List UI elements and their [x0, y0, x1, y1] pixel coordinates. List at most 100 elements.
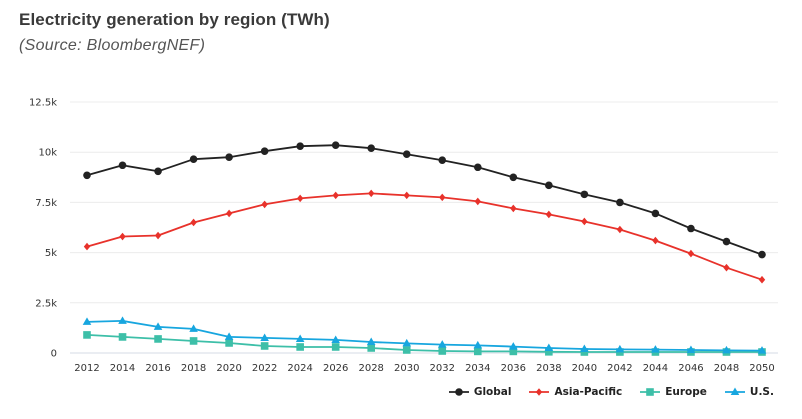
data-point-europe [331, 343, 340, 351]
data-point-europe [189, 337, 198, 345]
data-point-global [402, 150, 411, 159]
legend-label: U.S. [749, 386, 774, 398]
x-axis-ticks: 2012 2014 2016 2018 2020 2022 2024 2026 2028 2030… [74, 363, 774, 374]
data-point-asia-pacific [758, 275, 766, 284]
data-point-asia-pacific [474, 197, 481, 206]
data-point-europe [438, 347, 447, 355]
legend-marker [730, 387, 740, 395]
legend-circle-icon [448, 388, 469, 396]
data-point-asia-pacific [616, 225, 624, 234]
data-point-europe [118, 333, 127, 341]
y-tick-label: 12.5k [29, 98, 57, 109]
data-point-u-s [722, 345, 731, 354]
data-point-europe [509, 347, 518, 356]
data-point-u-s [295, 334, 305, 342]
legend-square-icon [640, 388, 661, 396]
data-point-u-s [118, 316, 127, 324]
y-tick-label: 5k [45, 248, 57, 259]
x-tick-label: 2028 [358, 363, 383, 374]
x-tick-label: 2012 [74, 363, 99, 374]
data-point-global [367, 144, 376, 152]
data-point-europe [154, 335, 162, 343]
series-u-s [82, 316, 767, 354]
data-point-asia-pacific [119, 232, 126, 241]
x-tick-label: 2018 [181, 363, 206, 374]
data-point-europe [580, 348, 589, 356]
data-point-asia-pacific [332, 191, 339, 200]
series-line-asia-pacific [86, 192, 763, 281]
data-point-u-s [686, 345, 696, 353]
data-point-u-s [757, 346, 767, 354]
data-point-global [438, 156, 447, 165]
data-point-europe [402, 346, 411, 354]
data-point-europe [225, 339, 233, 347]
legend-diamond-icon [529, 388, 550, 396]
data-point-global [260, 147, 269, 155]
data-point-u-s [189, 324, 198, 332]
data-point-global [545, 181, 553, 190]
data-point-u-s [153, 322, 163, 330]
chart-title: Electricity generation by region (TWh) [19, 10, 330, 29]
data-point-asia-pacific [510, 204, 517, 213]
data-point-global [154, 167, 162, 176]
data-point-asia-pacific [687, 249, 695, 258]
x-tick-label: 2036 [501, 363, 526, 374]
series-line-europe [86, 334, 762, 353]
data-point-global [473, 163, 482, 172]
data-point-u-s [544, 343, 554, 351]
data-point-europe [473, 347, 482, 356]
data-point-u-s [366, 337, 376, 345]
data-point-u-s [580, 344, 589, 352]
data-point-global [651, 209, 660, 218]
data-point-global [331, 141, 340, 149]
legend-item-u-s[interactable]: U.S. [724, 386, 774, 398]
data-point-asia-pacific [154, 231, 162, 240]
legend-item-asia-pacific[interactable]: Asia-Pacific [529, 386, 622, 398]
legend-label: Europe [665, 386, 707, 398]
legend: Global Asia-Pacific Europe U.S. [448, 386, 774, 398]
data-point-u-s [82, 317, 92, 325]
x-tick-label: 2038 [536, 363, 561, 374]
data-point-global [509, 173, 518, 182]
data-point-global [580, 190, 589, 199]
data-point-u-s [651, 345, 660, 353]
x-tick-label: 2034 [465, 363, 490, 374]
data-point-u-s [615, 344, 625, 353]
data-point-europe [260, 342, 269, 350]
data-point-u-s [402, 338, 412, 347]
data-point-asia-pacific [403, 191, 410, 200]
x-tick-label: 2032 [430, 363, 455, 374]
data-point-europe [545, 347, 553, 356]
legend-item-europe[interactable]: Europe [640, 386, 707, 398]
legend-item-global[interactable]: Global [448, 386, 511, 398]
x-tick-label: 2014 [110, 363, 135, 374]
data-point-u-s [473, 340, 483, 349]
y-tick-label: 2.5k [35, 298, 57, 309]
data-point-asia-pacific [83, 242, 91, 251]
data-point-asia-pacific [190, 218, 197, 227]
x-tick-label: 2030 [394, 363, 419, 374]
series-line-u-s [86, 319, 763, 352]
x-tick-label: 2016 [145, 363, 170, 374]
data-point-asia-pacific [581, 217, 588, 226]
data-point-asia-pacific [652, 236, 659, 245]
data-point-asia-pacific [368, 189, 375, 198]
data-point-global [118, 161, 127, 170]
x-tick-label: 2040 [572, 363, 597, 374]
data-point-global [722, 237, 731, 246]
x-tick-label: 2026 [323, 363, 348, 374]
legend-label: Asia-Pacific [554, 386, 623, 398]
gridlines [70, 101, 778, 354]
data-point-global [687, 224, 695, 233]
x-tick-label: 2020 [216, 363, 241, 374]
y-axis-ticks: 0 2.5k 5k 7.5k 10k 12.5k [29, 98, 57, 360]
data-point-global [616, 198, 624, 207]
series-lines [82, 141, 767, 356]
x-tick-label: 2048 [714, 363, 739, 374]
data-point-global [758, 250, 766, 259]
data-point-asia-pacific [439, 193, 446, 202]
data-point-global [189, 155, 198, 164]
data-point-europe [83, 331, 91, 339]
data-point-u-s [224, 332, 234, 340]
data-point-global [225, 153, 233, 162]
